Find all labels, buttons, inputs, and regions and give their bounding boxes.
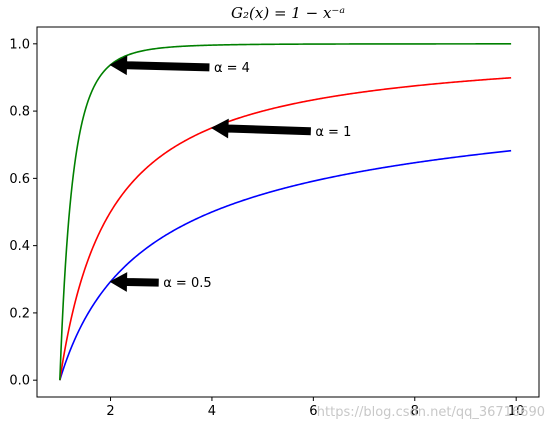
annotation-label: α = 1 <box>315 125 351 140</box>
x-tick-label: 4 <box>208 404 216 419</box>
annotation-label: α = 4 <box>214 61 250 76</box>
y-tick-label: 0.0 <box>9 374 30 389</box>
y-tick-label: 0.8 <box>9 105 30 120</box>
plot-area-border <box>36 26 540 398</box>
x-tick-label: 2 <box>106 404 114 419</box>
annotation-arrow <box>109 272 159 292</box>
series-line-alpha-0-5 <box>59 149 512 381</box>
chart-title: G₂(x) = 1 − x⁻ᵃ <box>231 4 345 22</box>
annotation-arrow <box>210 118 311 139</box>
x-tick-label: 6 <box>309 404 317 419</box>
y-tick-label: 0.2 <box>9 306 30 321</box>
series-line-alpha-4 <box>59 43 512 381</box>
series-layer <box>59 43 512 381</box>
watermark: https://blog.csdn.net/qq_36716690 <box>317 405 545 420</box>
series-line-alpha-1 <box>59 76 512 381</box>
axes-frame <box>36 26 540 398</box>
annotation-label: α = 0.5 <box>163 276 211 291</box>
y-tick-label: 0.4 <box>9 239 30 254</box>
annotation-layer: α = 4 α = 1 α = 0.5 <box>109 55 351 292</box>
x-tick-label: 10 <box>508 404 525 419</box>
y-tick-label: 1.0 <box>9 37 30 52</box>
tick-layer: 2 4 6 8 10 0.0 0.2 0.4 0.6 0.8 1.0 <box>9 37 524 419</box>
annotation-arrow <box>109 55 210 76</box>
x-tick-label: 8 <box>411 404 419 419</box>
y-tick-label: 0.6 <box>9 172 30 187</box>
